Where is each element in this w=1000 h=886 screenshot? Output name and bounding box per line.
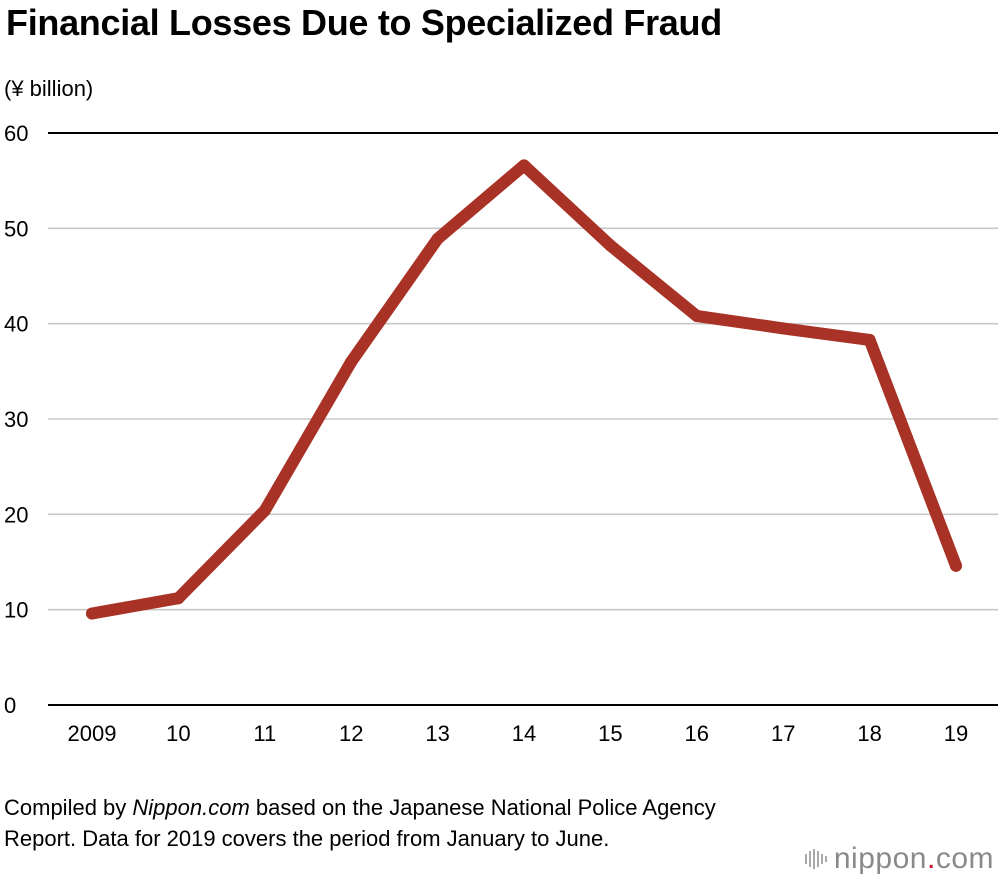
- x-tick-label: 2009: [68, 721, 117, 746]
- line-chart: 0 10 20 30 40 50 60 2009 10 11 12 13 14 15 16 17 18 19: [4, 121, 998, 746]
- x-tick-label: 13: [425, 721, 449, 746]
- source-note-prefix: Compiled by: [4, 795, 133, 820]
- data-point: [86, 607, 98, 620]
- series-line: [86, 159, 962, 620]
- y-tick-label: 40: [4, 312, 28, 337]
- y-axis-unit-label: (¥ billion): [4, 76, 94, 101]
- y-tick-label: 20: [4, 502, 28, 527]
- data-point: [345, 355, 358, 368]
- x-tick-label: 15: [598, 721, 622, 746]
- y-axis-tick-labels: 0 10 20 30 40 50 60: [4, 121, 28, 718]
- brand-wordmark: nippon.com: [833, 842, 994, 875]
- x-tick-label: 16: [685, 721, 709, 746]
- data-point: [690, 310, 703, 323]
- y-tick-label: 30: [4, 407, 28, 432]
- source-name: Nippon.com: [132, 795, 250, 820]
- series-lines: [86, 159, 962, 620]
- y-tick-label: 10: [4, 598, 28, 623]
- y-tick-label: 60: [4, 121, 28, 146]
- source-note: Compiled by Nippon.com based on the Japa…: [4, 792, 744, 854]
- data-point: [172, 592, 185, 605]
- brand-logo: nippon.com: [804, 842, 994, 876]
- y-tick-label: 0: [4, 693, 16, 718]
- data-point: [950, 559, 962, 572]
- x-tick-label: 12: [339, 721, 363, 746]
- data-point: [604, 239, 617, 252]
- y-tick-label: 50: [4, 216, 28, 241]
- x-tick-label: 18: [857, 721, 881, 746]
- data-point: [431, 232, 444, 245]
- data-point: [777, 322, 790, 335]
- source-note-suffix: based on the Japanese National Police Ag…: [4, 795, 716, 851]
- grid-lines: [48, 132, 998, 706]
- x-axis-tick-labels: 2009 10 11 12 13 14 15 16 17 18 19: [68, 721, 969, 746]
- x-tick-label: 17: [771, 721, 795, 746]
- sound-wave-icon: [804, 849, 827, 869]
- x-tick-label: 10: [166, 721, 190, 746]
- x-tick-label: 19: [944, 721, 968, 746]
- chart-title: Financial Losses Due to Specialized Frau…: [6, 2, 722, 43]
- x-tick-label: 14: [512, 721, 536, 746]
- x-tick-label: 11: [253, 721, 276, 746]
- data-point: [863, 333, 876, 346]
- data-point: [258, 504, 271, 517]
- data-point: [518, 159, 530, 172]
